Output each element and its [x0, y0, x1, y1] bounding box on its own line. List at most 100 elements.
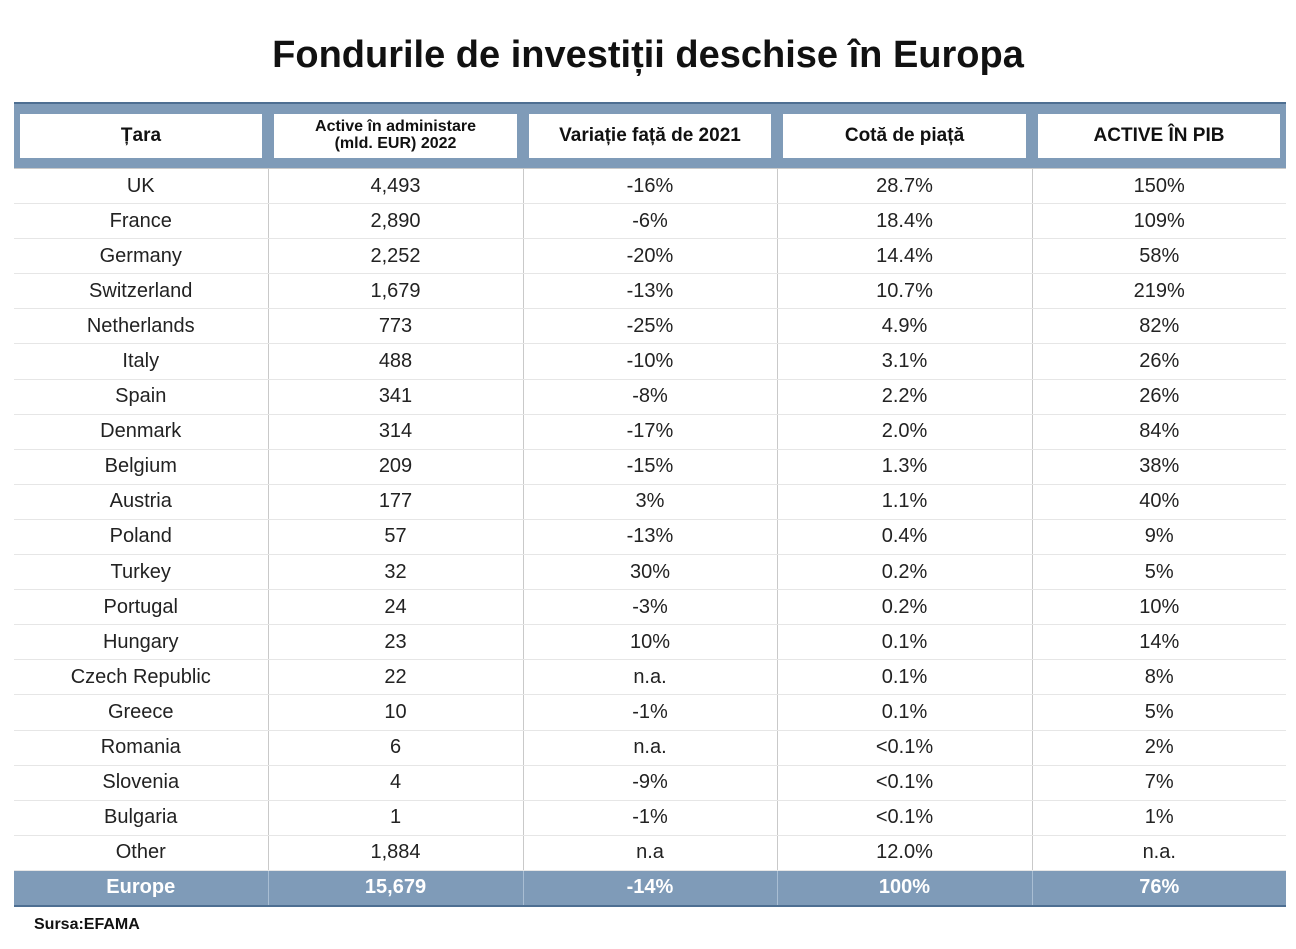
table-row: Netherlands 773 -25% 4.9% 82%: [14, 308, 1286, 345]
table-row: Slovenia 4 -9% <0.1% 7%: [14, 765, 1286, 801]
value-cell: -15%: [522, 449, 777, 485]
source-note: Sursa:EFAMA: [34, 916, 140, 933]
country-cell: Austria: [14, 484, 268, 520]
country-cell: Portugal: [14, 589, 268, 626]
value-cell: 58%: [1031, 238, 1286, 275]
value-cell: 0.1%: [776, 659, 1032, 696]
value-cell: -16%: [522, 167, 777, 205]
column-header-line: Țara: [120, 125, 162, 147]
value-cell: 0.2%: [776, 589, 1032, 626]
value-cell: -1%: [522, 694, 777, 731]
value-cell: 109%: [1031, 203, 1286, 240]
value-cell: 5%: [1031, 694, 1286, 731]
column-header-1: Active în administare (mld. EUR) 2022: [268, 102, 523, 169]
value-cell: 14%: [1031, 624, 1286, 661]
table-row: Czech Republic 22 n.a. 0.1% 8%: [14, 659, 1286, 696]
column-header-label: ACTIVE ÎN PIB: [1038, 114, 1280, 158]
value-cell: -10%: [522, 343, 777, 380]
value-cell: 150%: [1031, 167, 1286, 205]
value-cell: 0.1%: [776, 624, 1032, 661]
column-header-label: Variație față de 2021: [529, 114, 771, 158]
country-cell: Belgium: [14, 449, 268, 485]
value-cell: 57: [267, 519, 523, 556]
value-cell: 10%: [522, 624, 777, 661]
country-cell: Hungary: [14, 624, 268, 661]
column-header-label: Cotă de piață: [783, 114, 1026, 158]
value-cell: 3.1%: [776, 343, 1032, 380]
country-cell: Czech Republic: [14, 659, 268, 696]
country-cell: Greece: [14, 694, 268, 731]
table-body: UK 4,493 -16% 28.7% 150% France 2,890 -6% 18.4% 1…: [14, 167, 1286, 871]
table-row: Austria 177 3% 1.1% 40%: [14, 484, 1286, 520]
value-cell: 38%: [1031, 449, 1286, 485]
value-cell: 1,884: [267, 835, 523, 871]
value-cell: 26%: [1031, 379, 1286, 415]
value-cell: 1.3%: [776, 449, 1032, 485]
column-header-3: Cotă de piață: [777, 102, 1032, 169]
value-cell: 1: [267, 800, 523, 836]
value-cell: -17%: [522, 414, 777, 450]
value-cell: -13%: [522, 519, 777, 556]
value-cell: 4.9%: [776, 308, 1032, 345]
column-header-0: Țara: [14, 102, 268, 169]
value-cell: 14.4%: [776, 238, 1032, 275]
value-cell: 0.2%: [776, 554, 1032, 591]
value-cell: 9%: [1031, 519, 1286, 556]
column-header-2: Variație față de 2021: [523, 102, 777, 169]
value-cell: 4,493: [267, 167, 523, 205]
value-cell: -9%: [522, 765, 777, 801]
value-cell: 10.7%: [776, 273, 1032, 310]
value-cell: 84%: [1031, 414, 1286, 450]
country-cell: Switzerland: [14, 273, 268, 310]
header-row: Țara Active în administare (mld. EUR) 2022…: [14, 102, 1286, 169]
table-row: Turkey 32 30% 0.2% 5%: [14, 554, 1286, 591]
value-cell: 26%: [1031, 343, 1286, 380]
country-cell: UK: [14, 167, 268, 205]
value-cell: -8%: [522, 379, 777, 415]
table-row: Poland 57 -13% 0.4% 9%: [14, 519, 1286, 556]
table-row: Bulgaria 1 -1% <0.1% 1%: [14, 800, 1286, 836]
total-value-cell: 76%: [1031, 870, 1286, 907]
value-cell: <0.1%: [776, 800, 1032, 836]
value-cell: -6%: [522, 203, 777, 240]
value-cell: 2.0%: [776, 414, 1032, 450]
column-header-line: Active în administare: [315, 118, 476, 136]
table-row: Denmark 314 -17% 2.0% 84%: [14, 414, 1286, 450]
value-cell: <0.1%: [776, 765, 1032, 801]
value-cell: 82%: [1031, 308, 1286, 345]
value-cell: 2,890: [267, 203, 523, 240]
table-row: Portugal 24 -3% 0.2% 10%: [14, 589, 1286, 626]
value-cell: 1%: [1031, 800, 1286, 836]
country-cell: Denmark: [14, 414, 268, 450]
value-cell: n.a: [522, 835, 777, 871]
country-cell: France: [14, 203, 268, 240]
column-header-line: Variație față de 2021: [559, 125, 741, 147]
value-cell: 10: [267, 694, 523, 731]
value-cell: 773: [267, 308, 523, 345]
value-cell: 341: [267, 379, 523, 415]
total-row: Europe 15,679 -14% 100% 76%: [14, 870, 1286, 907]
value-cell: -20%: [522, 238, 777, 275]
value-cell: n.a.: [1031, 835, 1286, 871]
value-cell: 177: [267, 484, 523, 520]
value-cell: 32: [267, 554, 523, 591]
value-cell: 12.0%: [776, 835, 1032, 871]
country-cell: Netherlands: [14, 308, 268, 345]
value-cell: n.a.: [522, 730, 777, 766]
country-cell: Turkey: [14, 554, 268, 591]
table-row: Romania 6 n.a. <0.1% 2%: [14, 730, 1286, 766]
value-cell: 488: [267, 343, 523, 380]
value-cell: 22: [267, 659, 523, 696]
country-cell: Other: [14, 835, 268, 871]
table-header: Țara Active în administare (mld. EUR) 2022…: [14, 102, 1286, 169]
value-cell: 0.1%: [776, 694, 1032, 731]
value-cell: n.a.: [522, 659, 777, 696]
value-cell: 24: [267, 589, 523, 626]
value-cell: 28.7%: [776, 167, 1032, 205]
country-cell: Poland: [14, 519, 268, 556]
value-cell: -1%: [522, 800, 777, 836]
column-header-label: Țara: [20, 114, 262, 158]
country-cell: Germany: [14, 238, 268, 275]
funds-table: Țara Active în administare (mld. EUR) 2022…: [14, 102, 1286, 907]
table-row: Other 1,884 n.a 12.0% n.a.: [14, 835, 1286, 871]
